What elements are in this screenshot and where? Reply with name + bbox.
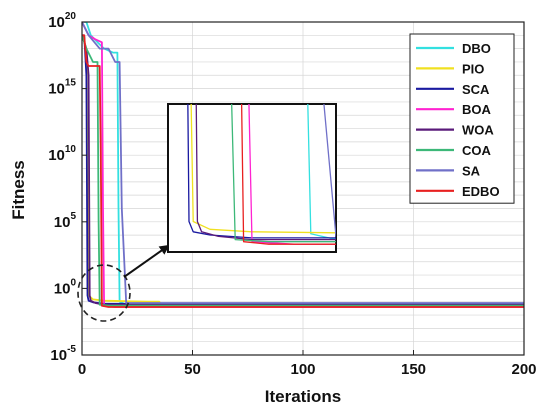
series-line-sa xyxy=(82,22,524,304)
series-line-dbo xyxy=(84,22,524,306)
y-tick-label: 1020 xyxy=(48,11,76,31)
legend-label-edbo: EDBO xyxy=(462,184,500,199)
series-lines xyxy=(82,22,524,308)
x-tick-label: 150 xyxy=(401,361,426,378)
x-tick-label: 200 xyxy=(511,361,536,378)
y-tick-label: 1010 xyxy=(48,144,76,164)
legend-label-dbo: DBO xyxy=(462,41,491,56)
zoom-arrow xyxy=(123,244,170,278)
inset-line-coa xyxy=(231,104,336,243)
legend-label-sa: SA xyxy=(462,163,481,178)
y-tick-label: 105 xyxy=(54,211,77,231)
x-tick-label: 0 xyxy=(78,361,86,378)
legend-label-woa: WOA xyxy=(462,123,494,138)
legend-label-pio: PIO xyxy=(462,61,484,76)
legend-label-boa: BOA xyxy=(462,102,492,117)
y-tick-label: 10-5 xyxy=(50,344,76,364)
inset-line-sca xyxy=(187,104,336,239)
x-tick-label: 100 xyxy=(290,361,315,378)
y-tick-label: 100 xyxy=(54,277,77,297)
legend: DBO PIO SCA BOA WOA COA SA EDBO xyxy=(409,33,515,204)
zoom-region-circle xyxy=(77,264,131,322)
inset-line-woa xyxy=(195,104,336,241)
y-axis-label: Fitness xyxy=(9,160,28,220)
y-tick-label: 1015 xyxy=(48,78,76,98)
inset-line-pio xyxy=(190,104,336,234)
series-line-coa xyxy=(82,35,524,307)
inset-line-dbo xyxy=(307,104,336,241)
legend-box xyxy=(409,33,515,204)
series-line-edbo xyxy=(82,34,524,308)
x-tick-label: 50 xyxy=(184,361,201,378)
inset-line-edbo xyxy=(240,104,336,245)
axis-ticks: 10-5 100 105 1010 1015 1020 0 50 100 150 200 xyxy=(48,11,536,378)
inset-line-sa xyxy=(323,104,336,238)
legend-label-sca: SCA xyxy=(462,82,490,97)
inset-series-lines xyxy=(187,104,336,245)
x-axis-label: Iterations xyxy=(265,387,342,406)
legend-label-coa: COA xyxy=(462,143,492,158)
